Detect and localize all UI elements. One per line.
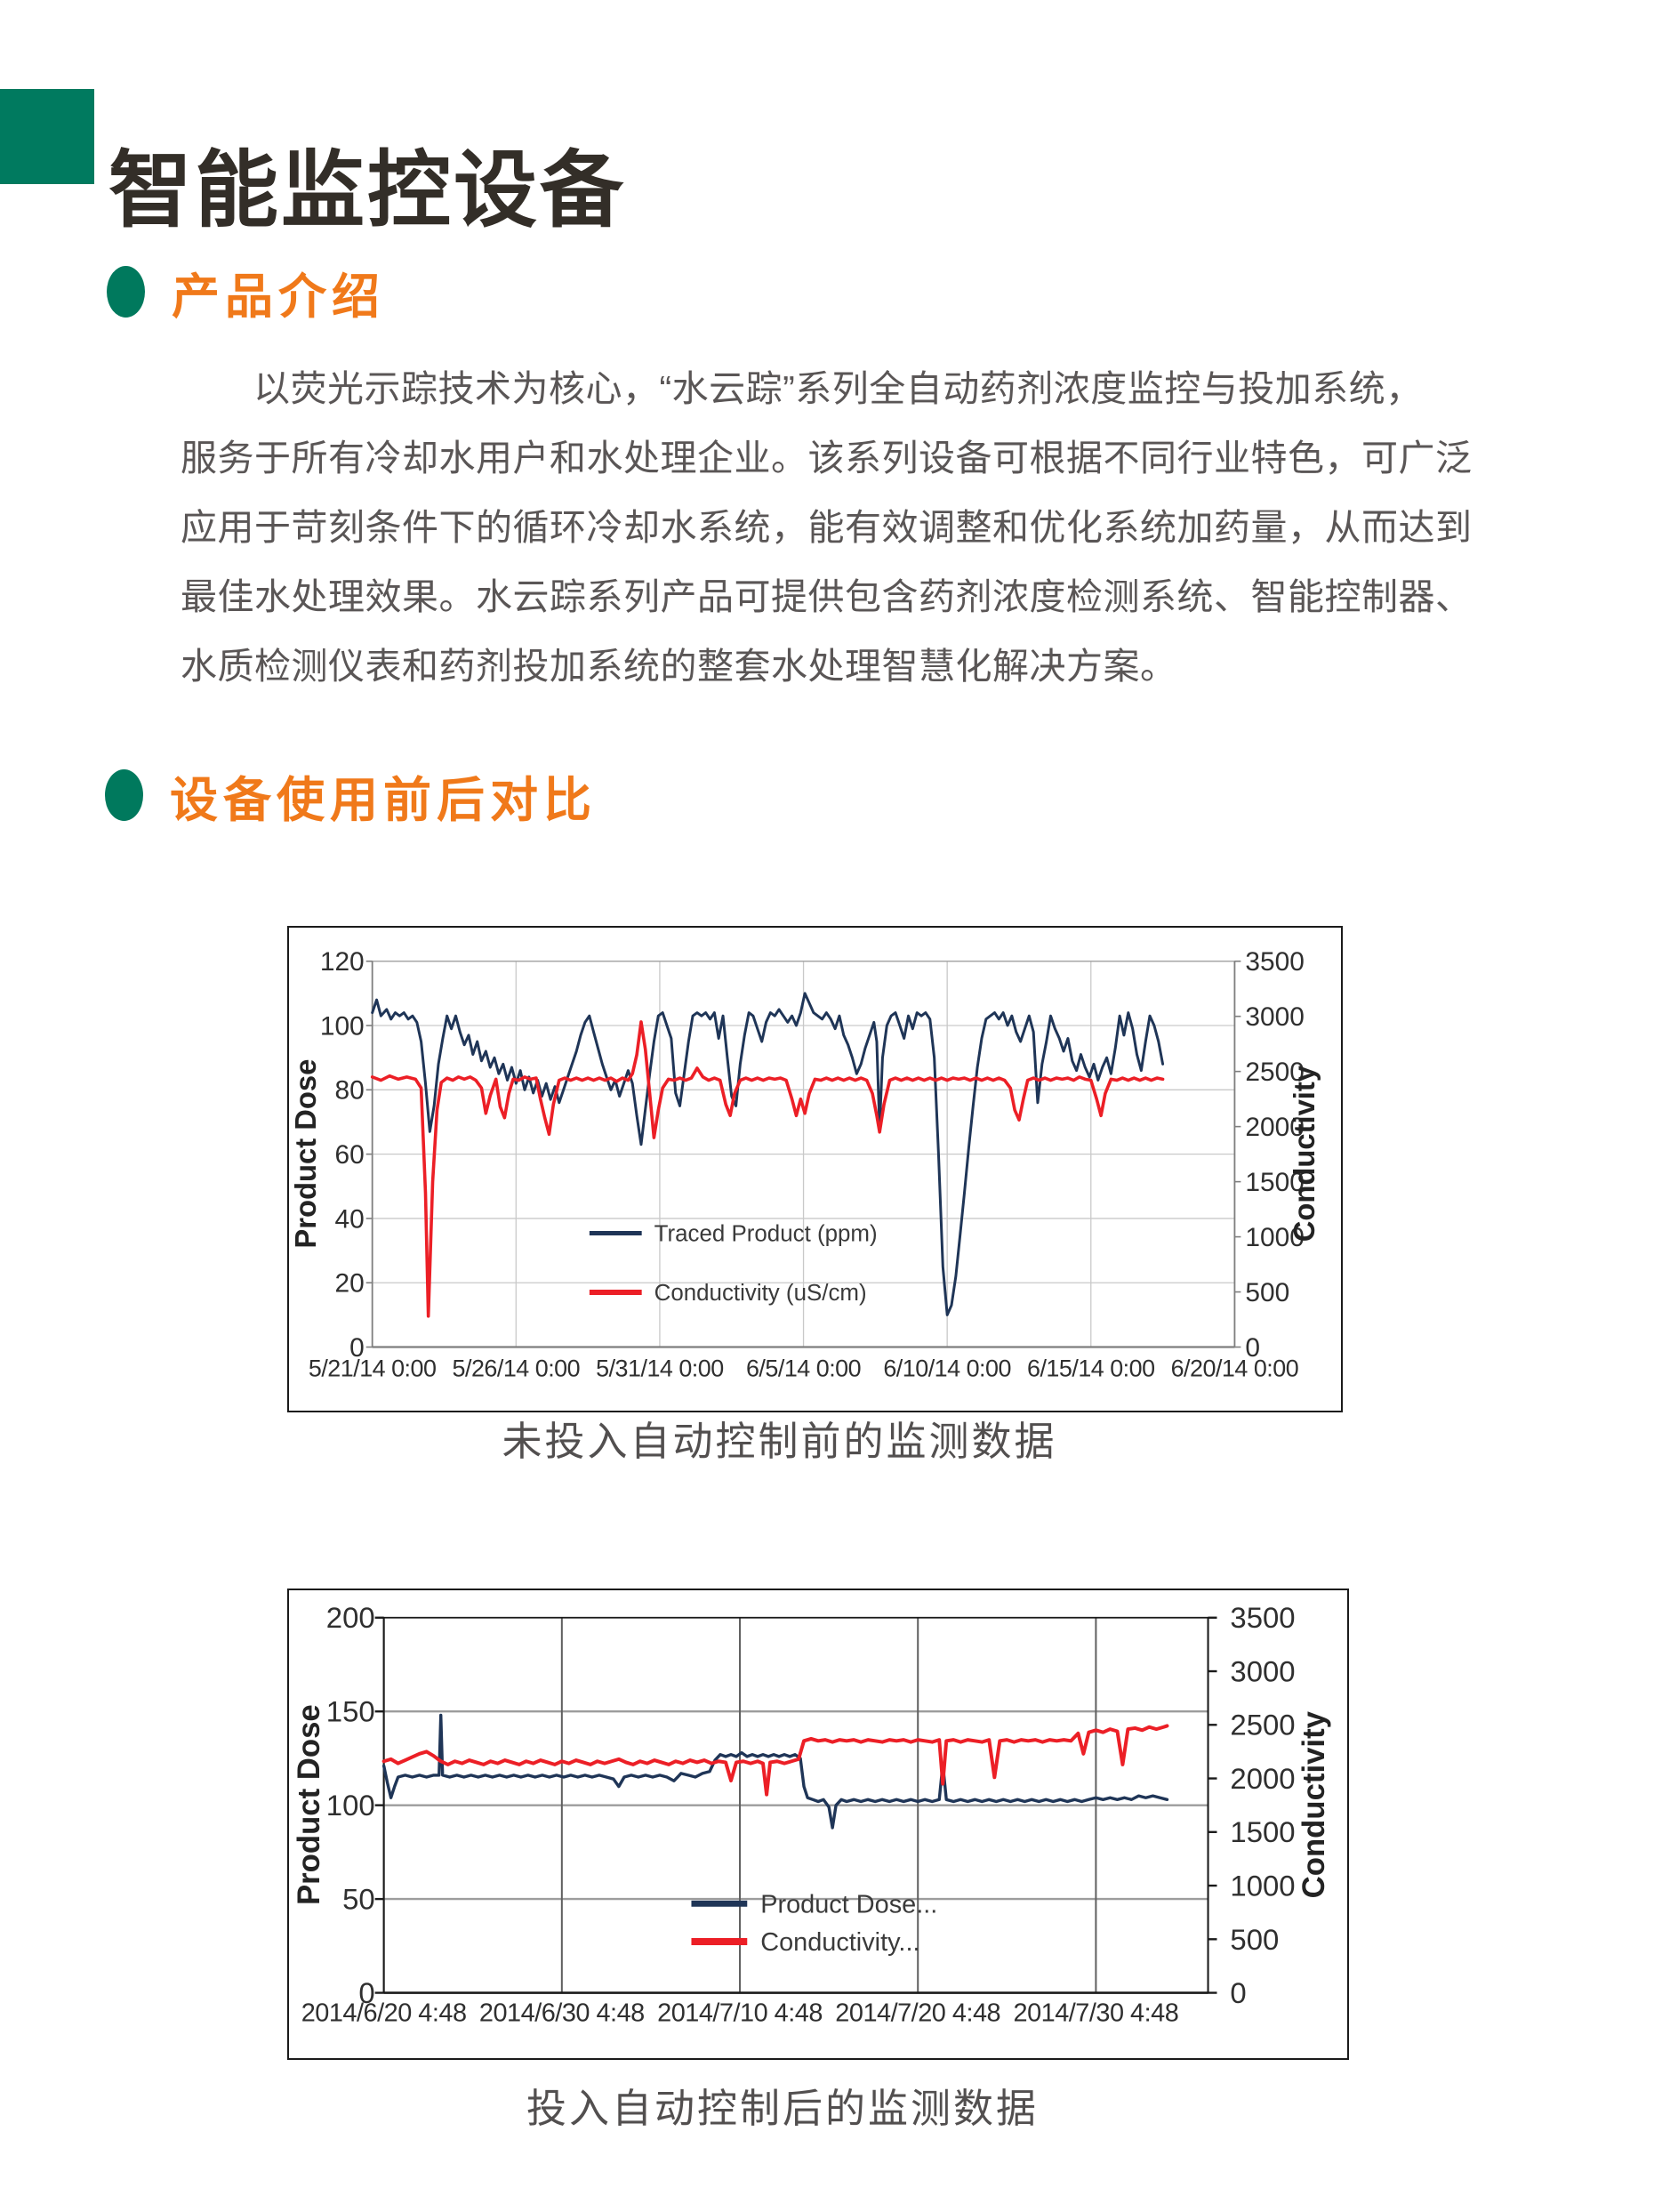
page-title: 智能监控设备: [108, 142, 627, 237]
svg-text:5/26/14 0:00: 5/26/14 0:00: [453, 1355, 581, 1381]
before-control-chart: 0 20 40 60 80 100 120 0 500 1000 1500 2000 2500 3000 3…: [289, 947, 1321, 1381]
svg-text:2014/6/30 4:48: 2014/6/30 4:48: [479, 1999, 645, 2027]
paragraph-line: 最佳水处理效果。水云踪系列产品可提供包含药剂浓度检测系统、智能控制器、: [181, 576, 1473, 617]
section-heading-intro: 产品介绍: [107, 265, 385, 324]
svg-text:100: 100: [320, 1011, 365, 1041]
svg-text:60: 60: [334, 1140, 364, 1170]
svg-text:3000: 3000: [1230, 1655, 1295, 1688]
svg-text:5/21/14 0:00: 5/21/14 0:00: [309, 1355, 437, 1381]
svg-text:120: 120: [320, 947, 365, 977]
svg-text:Product Dose: Product Dose: [289, 1059, 322, 1249]
svg-text:1000: 1000: [1230, 1870, 1295, 1902]
svg-text:200: 200: [326, 1601, 375, 1634]
svg-text:0: 0: [349, 1333, 365, 1363]
svg-text:6/15/14 0:00: 6/15/14 0:00: [1027, 1355, 1155, 1381]
svg-text:2014/7/30 4:48: 2014/7/30 4:48: [1014, 1999, 1179, 2027]
svg-text:2500: 2500: [1245, 1058, 1304, 1087]
compare-heading-label: 设备使用前后对比: [170, 773, 597, 827]
chart-caption-after: 投入自动控制后的监测数据: [526, 2086, 1039, 2131]
svg-text:Conductivity: Conductivity: [1288, 1065, 1321, 1242]
after-control-chart: 0501001502000500100015002000250030003500…: [292, 1601, 1331, 2027]
svg-text:20: 20: [334, 1269, 364, 1299]
green-ellipse-bullet-icon: [105, 769, 143, 821]
svg-text:150: 150: [326, 1695, 375, 1728]
svg-text:500: 500: [1230, 1923, 1279, 1956]
svg-text:3500: 3500: [1230, 1601, 1295, 1634]
svg-text:2000: 2000: [1245, 1113, 1304, 1142]
svg-text:40: 40: [334, 1204, 364, 1234]
svg-text:5/31/14 0:00: 5/31/14 0:00: [596, 1355, 724, 1381]
green-accent-square: [0, 89, 94, 184]
svg-text:80: 80: [334, 1076, 364, 1106]
svg-text:6/10/14 0:00: 6/10/14 0:00: [883, 1355, 1011, 1381]
svg-text:2500: 2500: [1230, 1709, 1295, 1741]
svg-text:Traced Product (ppm): Traced Product (ppm): [654, 1222, 878, 1247]
svg-text:6/5/14 0:00: 6/5/14 0:00: [746, 1355, 861, 1381]
chart-caption-before: 未投入自动控制前的监测数据: [502, 1419, 1057, 1464]
section-heading-compare: 设备使用前后对比: [105, 768, 597, 827]
svg-text:Product Dose...: Product Dose...: [760, 1890, 937, 1918]
svg-text:6/20/14 0:00: 6/20/14 0:00: [1171, 1355, 1299, 1381]
svg-text:0: 0: [358, 1976, 374, 2009]
svg-text:3000: 3000: [1245, 1002, 1304, 1032]
paragraph-line: 水质检测仪表和药剂投加系统的整套水处理智慧化解决方案。: [181, 646, 1177, 687]
svg-text:1500: 1500: [1245, 1168, 1304, 1197]
green-ellipse-bullet-icon: [107, 266, 145, 318]
svg-text:Conductivity: Conductivity: [1297, 1710, 1331, 1898]
svg-text:50: 50: [342, 1883, 375, 1916]
intro-paragraph: 以荧光示踪技术为核心，“水云踪”系列全自动药剂浓度监控与投加系统， 服务于所有冷…: [181, 354, 1568, 701]
chart-figure-before-control: 0 20 40 60 80 100 120 0 500 1000 1500 2000 2500 3000 3…: [287, 926, 1343, 1412]
svg-text:2000: 2000: [1230, 1762, 1295, 1795]
paragraph-line: 应用于苛刻条件下的循环冷却水系统，能有效调整和优化系统加药量，从而达到: [181, 507, 1473, 548]
svg-text:3500: 3500: [1245, 947, 1304, 977]
intro-heading-label: 产品介绍: [172, 269, 385, 324]
svg-text:0: 0: [1230, 1976, 1246, 2009]
svg-text:500: 500: [1245, 1278, 1289, 1307]
svg-text:2014/7/10 4:48: 2014/7/10 4:48: [657, 1999, 823, 2027]
paragraph-line: 服务于所有冷却水用户和水处理企业。该系列设备可根据不同行业特色，可广泛: [181, 438, 1473, 479]
svg-text:2014/6/20 4:48: 2014/6/20 4:48: [301, 1999, 467, 2027]
svg-text:0: 0: [1245, 1333, 1260, 1363]
svg-text:100: 100: [326, 1789, 375, 1822]
svg-text:1000: 1000: [1245, 1223, 1304, 1252]
svg-text:Product Dose: Product Dose: [292, 1704, 326, 1905]
svg-text:1500: 1500: [1230, 1815, 1295, 1848]
svg-text:Conductivity (uS/cm): Conductivity (uS/cm): [654, 1281, 867, 1306]
chart-figure-after-control: 0 50 100 150 200 0 500 1000 1500 2000 2500 3000 3500…: [287, 1589, 1349, 2060]
paragraph-line: 以荧光示踪技术为核心，“水云踪”系列全自动药剂浓度监控与投加系统，: [253, 368, 1423, 409]
svg-text:2014/7/20 4:48: 2014/7/20 4:48: [835, 1999, 1000, 2027]
svg-text:Conductivity...: Conductivity...: [760, 1928, 919, 1957]
